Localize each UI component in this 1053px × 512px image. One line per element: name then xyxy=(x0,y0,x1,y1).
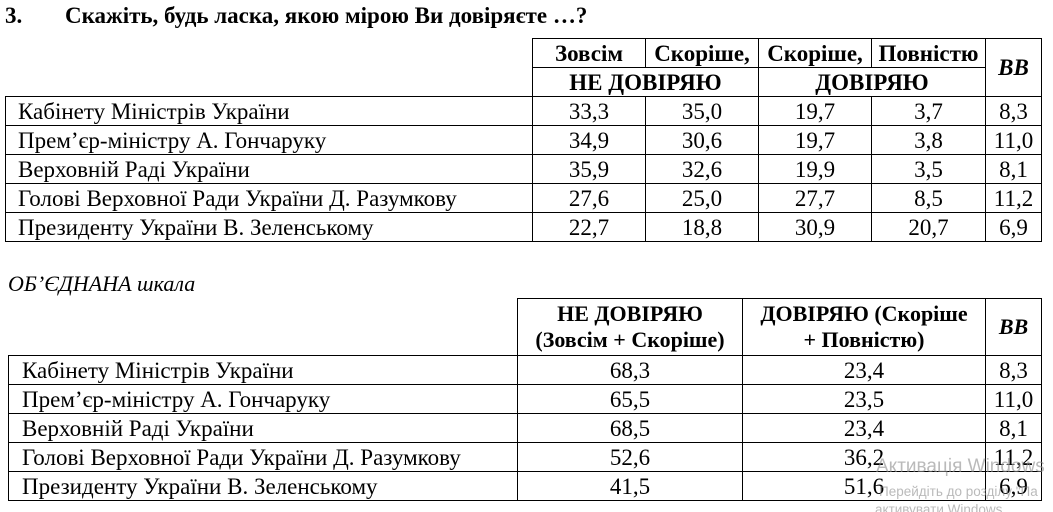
cell-trust-total: 23,4 xyxy=(742,413,986,443)
header-blank-cell xyxy=(6,39,533,97)
table-row: Кабінету Міністрів України 68,3 23,4 8,3 xyxy=(8,355,1042,385)
cell-dont-know: 11,0 xyxy=(985,384,1042,414)
cell-trust-total: 23,5 xyxy=(742,384,986,414)
header-row: НЕ ДОВІРЯЮ (Зовсім + Скоріше) ДОВІРЯЮ (С… xyxy=(9,298,1042,356)
table-row: Голові Верховної Ради України Д. Разумко… xyxy=(5,183,1042,213)
cell-dont-know: 6,9 xyxy=(985,212,1042,242)
cell-rather-trust: 19,9 xyxy=(758,154,872,184)
cell-rather-trust: 19,7 xyxy=(758,96,872,126)
header-fully-trust: Повністю xyxy=(871,38,986,68)
header-fully-distrust: Зовсім xyxy=(532,38,646,68)
cell-dont-know: 6,9 xyxy=(985,471,1042,501)
table-row: Президенту України В. Зеленському 22,7 1… xyxy=(5,212,1042,242)
row-label: Кабінету Міністрів України xyxy=(5,96,533,126)
header-distrust-total: НЕ ДОВІРЯЮ (Зовсім + Скоріше) xyxy=(517,298,743,356)
cell-distrust-total: 65,5 xyxy=(517,384,743,414)
cell-rather-trust: 27,7 xyxy=(758,183,872,213)
header-dont-know: ВВ xyxy=(985,298,1042,356)
header-rather-trust: Скоріше, xyxy=(758,38,872,68)
cell-dont-know: 8,1 xyxy=(985,154,1042,184)
row-label: Верховній Раді України xyxy=(5,154,533,184)
table-row: Прем’єр-міністру А. Гончаруку 65,5 23,5 … xyxy=(8,384,1042,414)
header-line: ДОВІРЯЮ (Скоріше xyxy=(760,301,968,326)
combined-scale-title: ОБ’ЄДНАНА шкала xyxy=(8,271,196,296)
row-label: Прем’єр-міністру А. Гончаруку xyxy=(8,384,518,414)
cell-trust-total: 23,4 xyxy=(742,355,986,385)
cell-dont-know: 8,3 xyxy=(985,355,1042,385)
cell-rather-distrust: 25,0 xyxy=(645,183,759,213)
row-label: Голові Верховної Ради України Д. Разумко… xyxy=(5,183,533,213)
header-row: Зовсім Скоріше, Скоріше, Повністю ВВ xyxy=(6,38,1042,97)
table-row: Прем’єр-міністру А. Гончаруку 34,9 30,6 … xyxy=(5,125,1042,155)
table-row: Президенту України В. Зеленському 41,5 5… xyxy=(8,471,1042,501)
cell-rather-distrust: 30,6 xyxy=(645,125,759,155)
cell-rather-trust: 19,7 xyxy=(758,125,872,155)
header-line: НЕ ДОВІРЯЮ xyxy=(557,301,703,326)
header-trust-group: ДОВІРЯЮ xyxy=(758,67,986,97)
cell-fully-trust: 3,7 xyxy=(871,96,986,126)
watermark-line: активувати Windows xyxy=(875,502,1003,512)
header-blank-cell xyxy=(9,299,518,356)
cell-distrust-total: 52,6 xyxy=(517,442,743,472)
header-group-row: НЕ ДОВІРЯЮ ДОВІРЯЮ xyxy=(6,67,1042,97)
header-line: + Повністю) xyxy=(803,327,925,352)
trust-table: Зовсім Скоріше, Скоріше, Повністю ВВ НЕ … xyxy=(5,38,1042,242)
cell-fully-distrust: 27,6 xyxy=(532,183,646,213)
header-dont-know: ВВ xyxy=(985,38,1042,97)
cell-fully-distrust: 34,9 xyxy=(532,125,646,155)
header-distrust-group: НЕ ДОВІРЯЮ xyxy=(532,67,759,97)
table-row: Голові Верховної Ради України Д. Разумко… xyxy=(8,442,1042,472)
cell-dont-know: 11,2 xyxy=(985,183,1042,213)
cell-rather-distrust: 18,8 xyxy=(645,212,759,242)
cell-dont-know: 11,2 xyxy=(985,442,1042,472)
question-number: 3. xyxy=(5,3,23,28)
combined-scale-table: НЕ ДОВІРЯЮ (Зовсім + Скоріше) ДОВІРЯЮ (С… xyxy=(8,298,1042,501)
cell-fully-trust: 3,8 xyxy=(871,125,986,155)
cell-dont-know: 8,1 xyxy=(985,413,1042,443)
cell-fully-distrust: 22,7 xyxy=(532,212,646,242)
row-label: Кабінету Міністрів України xyxy=(8,355,518,385)
cell-fully-distrust: 35,9 xyxy=(532,154,646,184)
cell-trust-total: 36,2 xyxy=(742,442,986,472)
row-label: Президенту України В. Зеленському xyxy=(5,212,533,242)
row-label: Голові Верховної Ради України Д. Разумко… xyxy=(8,442,518,472)
cell-fully-trust: 3,5 xyxy=(871,154,986,184)
cell-distrust-total: 68,3 xyxy=(517,355,743,385)
cell-rather-distrust: 32,6 xyxy=(645,154,759,184)
row-label: Прем’єр-міністру А. Гончаруку xyxy=(5,125,533,155)
cell-fully-trust: 20,7 xyxy=(871,212,986,242)
table-row: Верховній Раді України 68,5 23,4 8,1 xyxy=(8,413,1042,443)
table-row: Кабінету Міністрів України 33,3 35,0 19,… xyxy=(5,96,1042,126)
cell-rather-trust: 30,9 xyxy=(758,212,872,242)
cell-distrust-total: 68,5 xyxy=(517,413,743,443)
cell-dont-know: 11,0 xyxy=(985,125,1042,155)
row-label: Президенту України В. Зеленському xyxy=(8,471,518,501)
cell-dont-know: 8,3 xyxy=(985,96,1042,126)
header-trust-total: ДОВІРЯЮ (Скоріше + Повністю) xyxy=(742,298,986,356)
table-row: Верховній Раді України 35,9 32,6 19,9 3,… xyxy=(5,154,1042,184)
header-line: (Зовсім + Скоріше) xyxy=(535,327,725,352)
cell-fully-trust: 8,5 xyxy=(871,183,986,213)
cell-trust-total: 51,6 xyxy=(742,471,986,501)
cell-fully-distrust: 33,3 xyxy=(532,96,646,126)
row-label: Верховній Раді України xyxy=(8,413,518,443)
cell-rather-distrust: 35,0 xyxy=(645,96,759,126)
question-text: Скажіть, будь ласка, якою мірою Ви довір… xyxy=(65,3,588,28)
cell-distrust-total: 41,5 xyxy=(517,471,743,501)
header-rather-distrust: Скоріше, xyxy=(645,38,759,68)
